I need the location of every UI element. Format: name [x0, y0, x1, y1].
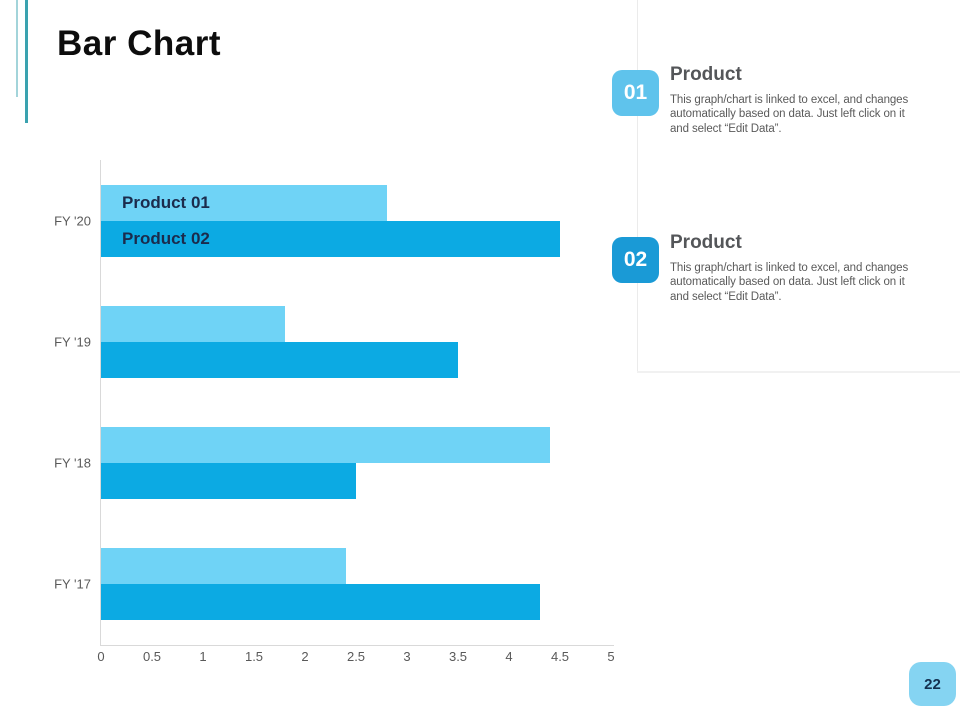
x-tick-label: 0	[97, 649, 105, 664]
horizontal-divider	[637, 371, 960, 373]
item-01-number: 01	[623, 81, 648, 104]
item-01-text: Product This graph/chart is linked to ex…	[670, 64, 910, 136]
category-label: FY '17	[54, 576, 91, 592]
vertical-divider	[637, 0, 638, 372]
page-number: 22	[924, 675, 941, 693]
bar-series2-18[interactable]	[101, 463, 356, 500]
x-tick-label: 4.5	[550, 649, 570, 664]
item-02-title: Product	[670, 232, 742, 253]
bar-series1-20[interactable]: Product 01	[101, 184, 387, 221]
item-02-number: 02	[623, 248, 648, 271]
bar-series1-17[interactable]	[101, 548, 346, 585]
item-01-description: This graph/chart is linked to excel, and…	[670, 94, 909, 135]
item-02-badge: 02	[612, 237, 659, 283]
x-tick-label: 0.5	[142, 649, 162, 664]
x-tick-label: 5	[607, 649, 615, 664]
item-01-badge: 01	[612, 70, 659, 116]
x-axis-tick-labels: 0 0.5 1 1.5 2 2.5 3 3.5 4 4.5 5	[97, 649, 615, 667]
x-tick-label: 3.5	[448, 649, 468, 664]
x-tick-label: 2.5	[346, 649, 366, 664]
item-02-text: Product This graph/chart is linked to ex…	[670, 232, 910, 304]
accent-line-thick	[25, 0, 28, 123]
bar-group-18: FY '18	[54, 427, 611, 500]
x-tick-label: 4	[505, 649, 513, 664]
x-tick-label: 1	[199, 649, 207, 664]
chart-y-axis-line	[100, 160, 101, 645]
bar-group-20: FY '20 Product 01 Product 02	[54, 184, 611, 257]
category-label: FY '19	[54, 334, 91, 350]
category-label: FY '18	[54, 455, 91, 471]
x-tick-label: 3	[403, 649, 411, 664]
item-02-description: This graph/chart is linked to excel, and…	[670, 262, 909, 303]
series-label: Product 01	[122, 192, 210, 212]
bar-chart[interactable]: FY '20 Product 01 Product 02 FY '19 FY '18 FY…	[54, 160, 611, 645]
slide-title: Bar Chart	[57, 24, 221, 63]
x-tick-label: 1.5	[244, 649, 264, 664]
category-label: FY '20	[54, 213, 91, 229]
bar-series1-19[interactable]	[101, 305, 285, 342]
bar-series2-17[interactable]	[101, 584, 540, 621]
chart-x-axis-line	[100, 645, 614, 646]
bar-group-19: FY '19	[54, 305, 611, 378]
bar-group-17: FY '17	[54, 548, 611, 621]
bar-series2-19[interactable]	[101, 341, 458, 378]
x-tick-label: 2	[301, 649, 309, 664]
bar-series1-18[interactable]	[101, 427, 550, 464]
page-number-badge: 22	[909, 662, 956, 706]
bar-series2-20[interactable]: Product 02	[101, 220, 560, 257]
accent-line-thin	[16, 0, 18, 97]
series-label: Product 02	[122, 228, 210, 248]
item-01-title: Product	[670, 64, 742, 85]
